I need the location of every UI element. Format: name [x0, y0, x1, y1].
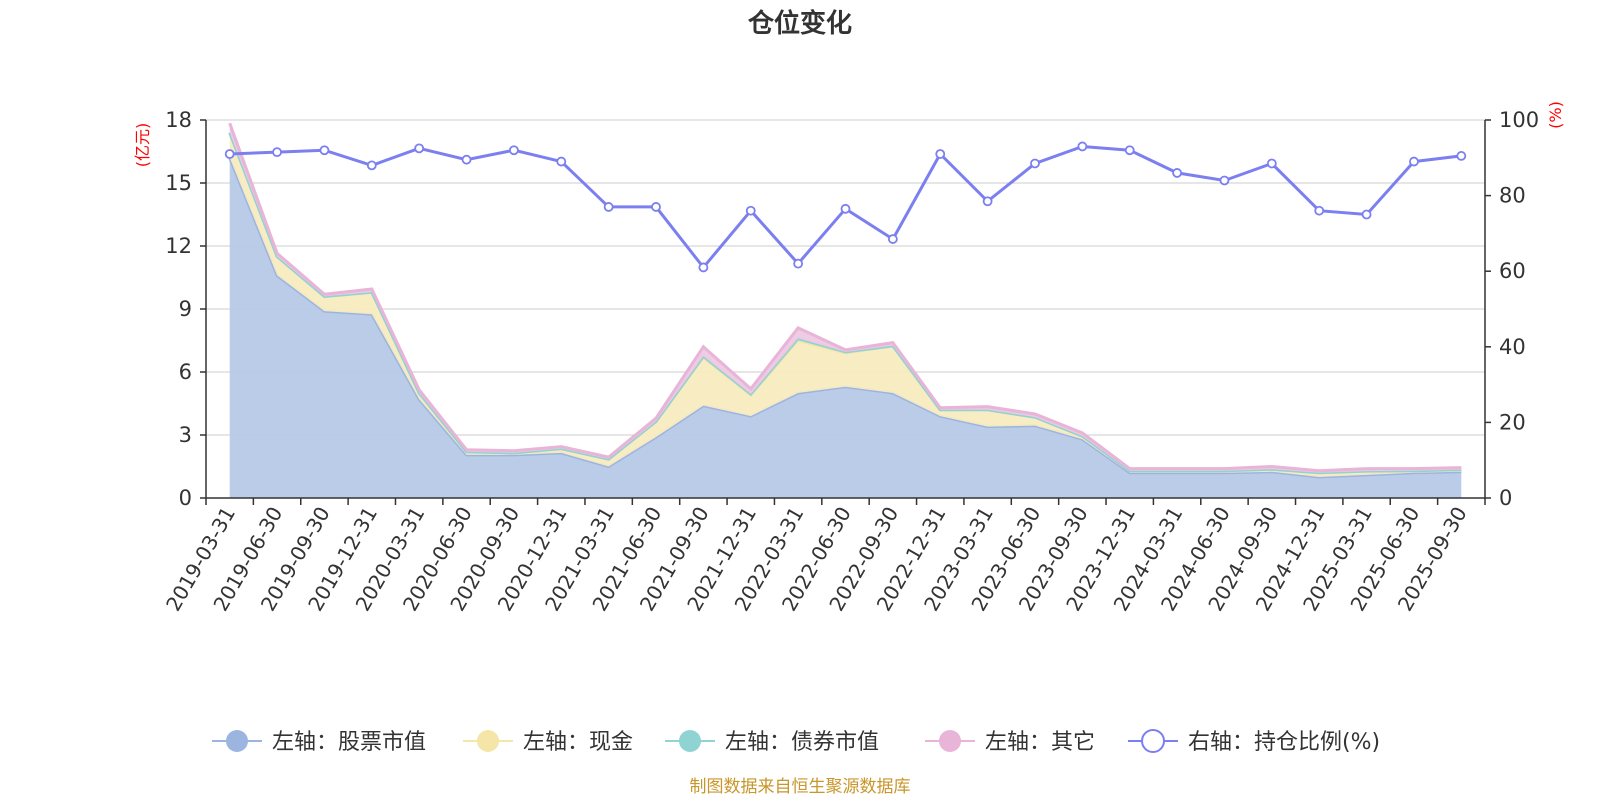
ratio-point	[698, 262, 709, 273]
ratio-point	[1077, 141, 1088, 152]
left-axis-tick-label: 6	[179, 360, 192, 384]
ratio-point	[1314, 205, 1325, 216]
ratio-point	[461, 154, 472, 165]
left-axis-tick-label: 0	[179, 486, 192, 510]
ratio-point	[556, 156, 567, 167]
ratio-point	[1030, 158, 1040, 169]
legend-label: 左轴：债券市值	[725, 730, 879, 755]
left-axis-unit: (亿元)	[133, 123, 152, 168]
chart-title: 仓位变化	[747, 8, 852, 39]
legend-label: 右轴：持仓比例(%)	[1188, 730, 1380, 755]
ratio-line-layer	[224, 141, 1467, 273]
legend-marker	[226, 730, 248, 752]
ratio-point	[1409, 156, 1419, 167]
left-axis-tick-label: 15	[165, 171, 192, 195]
left-axis-tick-label: 3	[179, 423, 192, 447]
ratio-point	[366, 160, 377, 171]
left-axis-tick-label: 9	[179, 297, 192, 321]
area-edge-line	[228, 122, 1462, 473]
ratio-point	[1124, 145, 1135, 156]
ratio-point	[414, 143, 425, 154]
ratio-point	[603, 202, 614, 212]
gridlines	[206, 119, 1485, 436]
legend-marker	[939, 730, 961, 752]
legend-label: 左轴：股票市值	[272, 730, 426, 755]
ratio-point	[1361, 209, 1372, 220]
ratio-point	[935, 149, 946, 159]
right-axis-unit: (%)	[1546, 101, 1565, 129]
ratio-point	[1266, 158, 1277, 169]
legend-label: 左轴：现金	[523, 730, 633, 755]
axis-units: (亿元) (%)	[133, 101, 1565, 167]
legend-marker	[1141, 729, 1165, 753]
ratio-point	[840, 203, 851, 214]
ratio-point	[982, 196, 993, 207]
area-band	[229, 157, 1462, 499]
left-axis-tick-label: 18	[165, 108, 192, 132]
ratio-point	[1172, 168, 1182, 178]
ratio-point	[793, 258, 804, 269]
left-axis-tick-label: 12	[165, 234, 192, 258]
ratio-point	[1456, 151, 1467, 161]
right-axis-tick-label: 80	[1499, 184, 1526, 208]
data-source-note: 制图数据来自恒生聚源数据库	[690, 777, 911, 797]
ratio-point	[1219, 175, 1230, 186]
ratio-point	[224, 149, 235, 159]
right-axis-tick-label: 100	[1499, 108, 1539, 132]
ratio-point	[319, 145, 330, 156]
ratio-point	[745, 205, 756, 216]
legend-marker	[679, 730, 701, 752]
ratio-point	[509, 145, 519, 156]
stacked-areas	[228, 122, 1462, 499]
right-axis-tick-label: 0	[1499, 486, 1512, 510]
ratio-point	[651, 202, 661, 212]
ratio-point	[272, 147, 282, 158]
ratio-point	[887, 234, 898, 244]
legend: 左轴：股票市值 左轴：现金 左轴：债券市值 左轴：其它 右轴：持仓比例(%)	[212, 729, 1380, 755]
right-axis-tick-label: 40	[1499, 335, 1526, 359]
legend-label: 左轴：其它	[985, 730, 1095, 755]
legend-marker	[477, 730, 499, 752]
right-axis-tick-label: 20	[1499, 410, 1526, 434]
right-axis-tick-label: 60	[1499, 259, 1526, 283]
